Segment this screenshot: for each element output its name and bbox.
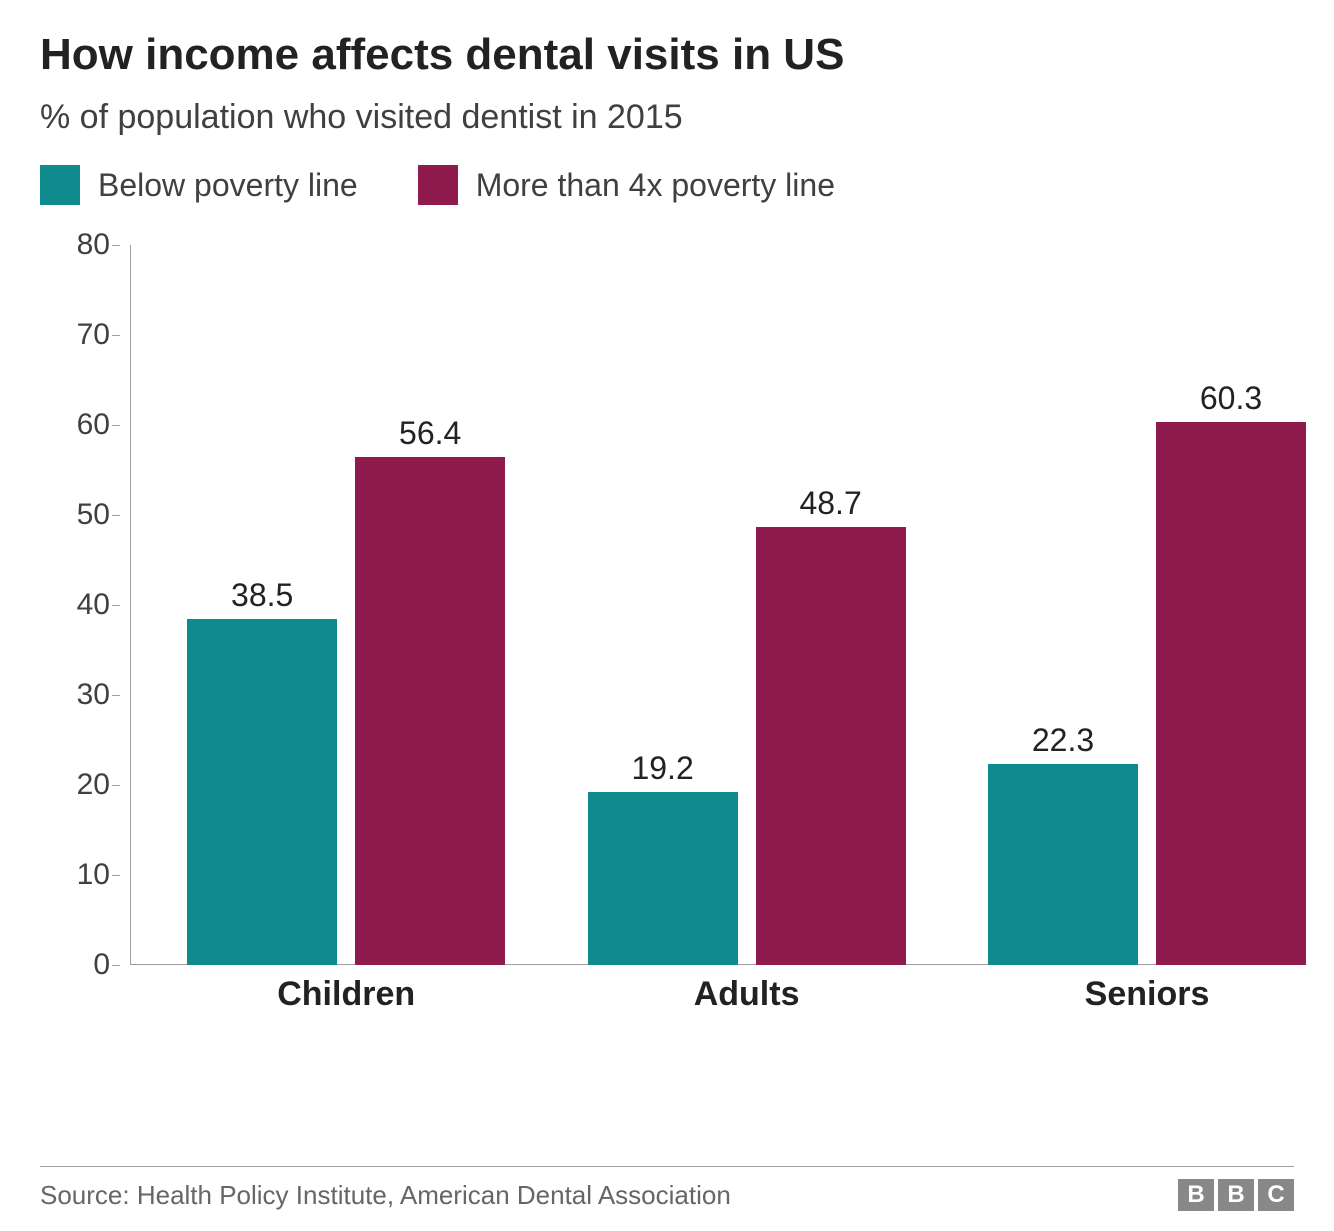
bar: 48.7 [756, 527, 906, 965]
bbc-logo-letter: B [1218, 1179, 1254, 1211]
chart-footer: Source: Health Policy Institute, America… [40, 1166, 1294, 1211]
chart-title: How income affects dental visits in US [40, 30, 1294, 80]
legend-swatch [40, 165, 80, 205]
y-tick-mark [112, 695, 120, 696]
y-tick-mark [112, 425, 120, 426]
y-tick-label: 80 [40, 228, 110, 262]
legend-item: Below poverty line [40, 165, 358, 205]
x-axis-label: Seniors [1085, 975, 1210, 1014]
y-tick-mark [112, 965, 120, 966]
y-tick-mark [112, 785, 120, 786]
bbc-logo-letter: B [1178, 1179, 1214, 1211]
bar-value-label: 48.7 [799, 485, 861, 522]
legend-label: More than 4x poverty line [476, 167, 835, 204]
chart-subtitle: % of population who visited dentist in 2… [40, 98, 1294, 137]
legend-item: More than 4x poverty line [418, 165, 835, 205]
bar-group: 19.248.7 [588, 527, 906, 965]
footer-divider [40, 1166, 1294, 1167]
y-tick-label: 10 [40, 858, 110, 892]
y-tick-mark [112, 335, 120, 336]
x-axis-label: Children [277, 975, 415, 1014]
y-tick-label: 40 [40, 588, 110, 622]
y-tick-mark [112, 605, 120, 606]
bar-value-label: 19.2 [631, 750, 693, 787]
bbc-logo-letter: C [1258, 1179, 1294, 1211]
y-tick-mark [112, 875, 120, 876]
chart-container: How income affects dental visits in US %… [0, 0, 1334, 1231]
bars-region: 38.556.419.248.722.360.3 [130, 245, 1274, 965]
bar: 19.2 [588, 792, 738, 965]
x-axis-labels: Children Adults Seniors [130, 965, 1274, 1025]
y-tick-label: 60 [40, 408, 110, 442]
bar: 22.3 [988, 764, 1138, 965]
y-tick-label: 20 [40, 768, 110, 802]
bar-group: 22.360.3 [988, 422, 1306, 965]
legend-swatch [418, 165, 458, 205]
bar-value-label: 56.4 [399, 415, 461, 452]
y-tick-label: 0 [40, 948, 110, 982]
y-axis: 01020304050607080 [120, 245, 130, 965]
bar-value-label: 38.5 [231, 577, 293, 614]
source-text: Source: Health Policy Institute, America… [40, 1180, 731, 1211]
bbc-logo: BBC [1178, 1179, 1294, 1211]
legend-label: Below poverty line [98, 167, 358, 204]
bar: 60.3 [1156, 422, 1306, 965]
x-axis-label: Adults [694, 975, 800, 1014]
y-tick-label: 30 [40, 678, 110, 712]
footer-row: Source: Health Policy Institute, America… [40, 1179, 1294, 1211]
bar-group: 38.556.4 [187, 457, 505, 965]
bar-value-label: 22.3 [1032, 722, 1094, 759]
bar: 56.4 [355, 457, 505, 965]
y-tick-label: 70 [40, 318, 110, 352]
y-tick-mark [112, 245, 120, 246]
y-tick-label: 50 [40, 498, 110, 532]
plot-area: 01020304050607080 38.556.419.248.722.360… [130, 245, 1274, 1025]
legend: Below poverty line More than 4x poverty l… [40, 165, 1294, 205]
bar: 38.5 [187, 619, 337, 966]
bar-value-label: 60.3 [1200, 380, 1262, 417]
y-tick-mark [112, 515, 120, 516]
